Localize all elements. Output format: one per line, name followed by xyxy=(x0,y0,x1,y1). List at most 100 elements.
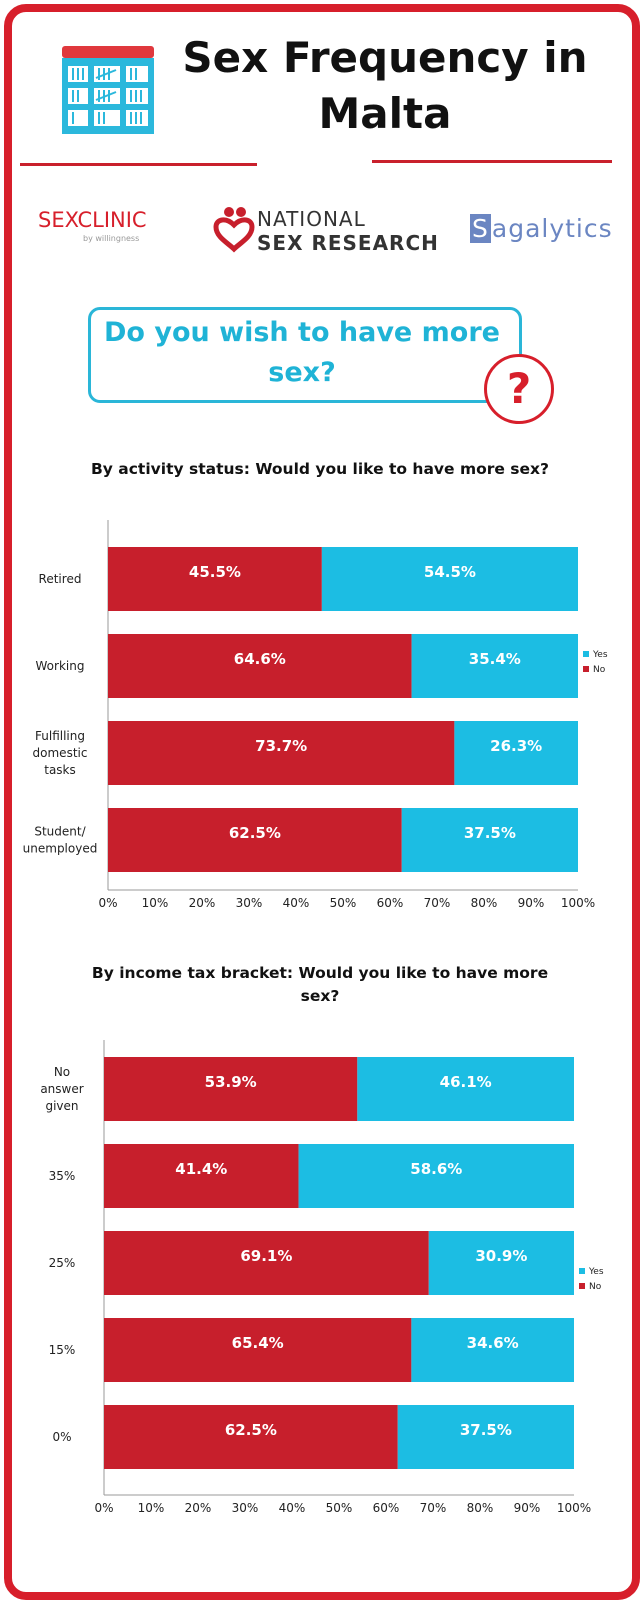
data-label-no: 73.7% xyxy=(255,737,307,755)
x-tick-label: 80% xyxy=(471,896,498,910)
bar-no xyxy=(104,1231,429,1295)
data-label-yes: 46.1% xyxy=(440,1073,492,1091)
data-label-no: 65.4% xyxy=(232,1334,284,1352)
bar-no xyxy=(104,1144,299,1208)
chart1-title: By activity status: Would you like to ha… xyxy=(90,460,550,478)
x-tick-label: 50% xyxy=(326,1501,353,1515)
heart-logo-icon xyxy=(213,207,255,253)
data-label-no: 69.1% xyxy=(240,1247,292,1265)
x-tick-label: 90% xyxy=(518,896,545,910)
x-tick-label: 0% xyxy=(94,1501,113,1515)
data-label-yes: 35.4% xyxy=(469,650,521,668)
sexclinic-logo: SEXCLINIC by willingness xyxy=(38,208,147,243)
legend-label-yes: Yes xyxy=(588,1267,604,1277)
sexclinic-logo-thin: CLINIC xyxy=(77,208,147,232)
category-label: 15% xyxy=(49,1343,76,1357)
data-label-no: 64.6% xyxy=(234,650,286,668)
legend-swatch-yes xyxy=(583,651,589,657)
question-mark-icon: ? xyxy=(484,354,554,424)
page-title: Sex Frequency in Malta xyxy=(182,33,588,138)
category-label: 25% xyxy=(49,1256,76,1270)
chart2-title: By income tax bracket: Would you like to… xyxy=(91,964,549,1005)
bar-yes xyxy=(411,634,578,698)
bar-no xyxy=(108,808,402,872)
category-label: Working xyxy=(36,659,85,673)
divider-right xyxy=(372,160,612,163)
category-label: 35% xyxy=(49,1169,76,1183)
legend-swatch-yes xyxy=(579,1268,585,1274)
legend-label-no: No xyxy=(593,665,606,675)
legend-swatch-no xyxy=(583,666,589,672)
national-sex-research-logo: NATIONAL SEX RESEARCH xyxy=(212,205,438,257)
x-tick-label: 10% xyxy=(142,896,169,910)
x-tick-label: 100% xyxy=(561,896,595,910)
x-tick-label: 10% xyxy=(138,1501,165,1515)
category-label: 0% xyxy=(52,1430,71,1444)
sagalytics-logo-rest: agalytics xyxy=(491,214,613,243)
divider-left xyxy=(20,163,257,166)
chart-activity-status: 45.5% 54.5% Retired 64.6% 35.4% Working 73.7% 2… xyxy=(23,520,608,910)
category-label: Fulfilling xyxy=(35,729,85,743)
data-label-no: 53.9% xyxy=(205,1073,257,1091)
category-label: Retired xyxy=(39,572,82,586)
data-label-no: 45.5% xyxy=(189,563,241,581)
calendar-tally-icon xyxy=(60,40,156,140)
bar-no xyxy=(108,721,455,785)
bar-yes xyxy=(401,808,578,872)
legend-label-yes: Yes xyxy=(592,650,608,660)
data-label-yes: 58.6% xyxy=(410,1160,462,1178)
data-label-yes: 37.5% xyxy=(464,824,516,842)
data-label-yes: 30.9% xyxy=(475,1247,527,1265)
data-label-no: 62.5% xyxy=(229,824,281,842)
category-label: unemployed xyxy=(23,842,98,856)
legend-swatch-no xyxy=(579,1283,585,1289)
sagalytics-logo-s: S xyxy=(470,214,491,243)
bar-no xyxy=(104,1405,398,1469)
x-tick-label: 90% xyxy=(514,1501,541,1515)
question-text: Do you wish to have more sex? xyxy=(104,317,500,388)
legend: Yes No xyxy=(579,1267,604,1292)
x-tick-label: 70% xyxy=(420,1501,447,1515)
bar-yes xyxy=(357,1057,574,1121)
x-tick-label: 50% xyxy=(330,896,357,910)
legend: Yes No xyxy=(583,650,608,675)
x-tick-label: 40% xyxy=(279,1501,306,1515)
x-tick-label: 60% xyxy=(373,1501,400,1515)
data-label-yes: 37.5% xyxy=(460,1421,512,1439)
category-label: tasks xyxy=(44,763,76,777)
data-label-yes: 34.6% xyxy=(467,1334,519,1352)
bar-yes xyxy=(454,721,578,785)
nsr-logo-line2: SEX RESEARCH xyxy=(257,231,439,255)
bar-no xyxy=(108,547,322,611)
category-label: domestic xyxy=(33,746,88,760)
x-tick-label: 80% xyxy=(467,1501,494,1515)
x-tick-label: 100% xyxy=(557,1501,591,1515)
data-label-no: 62.5% xyxy=(225,1421,277,1439)
legend-label-no: No xyxy=(589,1282,602,1292)
sexclinic-logo-byline: by willingness xyxy=(83,234,140,243)
category-label: No xyxy=(54,1065,70,1079)
bar-no xyxy=(104,1057,358,1121)
x-tick-label: 60% xyxy=(377,896,404,910)
data-label-yes: 54.5% xyxy=(424,563,476,581)
page-frame xyxy=(4,4,640,1600)
x-tick-label: 40% xyxy=(283,896,310,910)
x-tick-label: 30% xyxy=(236,896,263,910)
bar-yes xyxy=(298,1144,574,1208)
bar-yes xyxy=(428,1231,574,1295)
bar-yes xyxy=(321,547,578,611)
x-tick-label: 0% xyxy=(98,896,117,910)
category-label: given xyxy=(45,1099,78,1113)
bar-no xyxy=(104,1318,412,1382)
data-label-no: 41.4% xyxy=(175,1160,227,1178)
sexclinic-logo-bold: SEX xyxy=(38,208,78,232)
chart-income-tax-bracket: 53.9% 46.1% No answer given 41.4% 58.6% 35% 69.1… xyxy=(40,1040,604,1515)
category-label: answer xyxy=(40,1082,83,1096)
bar-no xyxy=(108,634,412,698)
nsr-logo-line1: NATIONAL xyxy=(257,207,366,231)
bar-yes xyxy=(397,1405,574,1469)
x-tick-label: 20% xyxy=(189,896,216,910)
x-tick-label: 30% xyxy=(232,1501,259,1515)
data-label-yes: 26.3% xyxy=(490,737,542,755)
